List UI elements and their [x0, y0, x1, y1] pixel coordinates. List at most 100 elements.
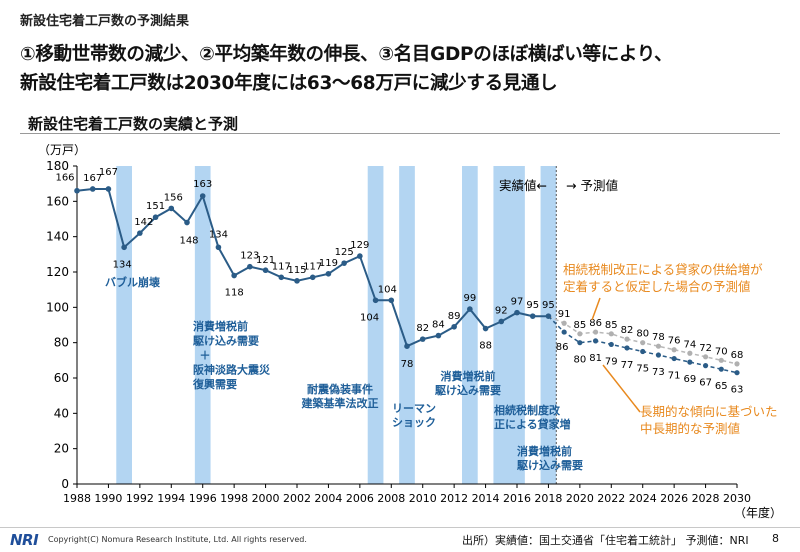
- event-label: 建築基準法改正: [302, 396, 379, 410]
- page-number: 8: [772, 532, 779, 545]
- event-label: 駆け込み需要: [517, 458, 583, 472]
- copyright-text: Copyright(C) Nomura Research Institute, …: [48, 535, 307, 544]
- upper-forecast-note: 相続税制改正による貸家の供給増が: [563, 262, 763, 277]
- highlight-band: [540, 166, 557, 484]
- data-label: 85: [573, 320, 586, 331]
- data-point: [231, 272, 237, 279]
- data-label: 69: [683, 374, 696, 385]
- data-label: 134: [209, 229, 228, 240]
- data-label: 86: [589, 318, 602, 329]
- data-label: 68: [731, 350, 744, 361]
- data-labels: 166 1671671341421511561481631341181231211…: [55, 167, 743, 396]
- x-tick-label: 2014: [472, 492, 500, 505]
- data-point: [89, 186, 96, 192]
- event-label: 相続税制度改: [494, 403, 561, 417]
- y-tick-label: 0: [61, 477, 69, 491]
- data-label: 84: [432, 320, 445, 331]
- data-point: [608, 331, 614, 337]
- event-label: リーマン: [392, 402, 436, 415]
- data-point: [608, 341, 614, 348]
- data-label: 91: [558, 309, 571, 320]
- data-point: [734, 361, 740, 367]
- data-point: [640, 340, 646, 346]
- data-label: 166: [55, 173, 74, 184]
- x-tick-label: 2010: [409, 492, 437, 505]
- data-point: [137, 230, 143, 236]
- x-tick-label: 1994: [157, 492, 185, 505]
- y-tick-label: 100: [46, 300, 69, 314]
- data-label: 167: [83, 173, 102, 184]
- data-point: [247, 263, 253, 270]
- data-point: [577, 340, 583, 346]
- data-point: [561, 329, 567, 335]
- data-point: [199, 193, 206, 199]
- data-point: [262, 267, 269, 274]
- event-label: 消費増税前: [441, 369, 496, 383]
- event-label: 駆け込み需要: [193, 334, 259, 348]
- x-tick-label: 1998: [220, 492, 248, 505]
- highlight-band: [399, 166, 415, 484]
- data-label: 97: [511, 297, 524, 308]
- data-label: 123: [240, 251, 259, 262]
- data-label: 121: [256, 255, 275, 266]
- data-label: 95: [526, 300, 539, 311]
- data-label: 117: [272, 261, 291, 272]
- data-point: [341, 260, 347, 266]
- data-point: [121, 244, 127, 251]
- data-label: 82: [621, 325, 634, 336]
- data-label: 78: [652, 332, 665, 343]
- data-point: [655, 352, 662, 358]
- data-point: [372, 297, 379, 304]
- data-point: [388, 297, 395, 304]
- x-tick-label: 1988: [63, 492, 91, 505]
- data-label: 99: [463, 293, 476, 304]
- data-label: 76: [668, 336, 681, 347]
- y-tick-label: 40: [54, 406, 69, 420]
- actual-values-label: 実績値←: [499, 178, 547, 193]
- data-label: 73: [652, 367, 665, 378]
- lower-note-pointer: [602, 364, 641, 413]
- data-label: 117: [303, 261, 322, 272]
- x-tick-label: 2000: [252, 492, 280, 505]
- data-point: [687, 350, 693, 356]
- axes: 0 20 40 60 80 100 120 140 160 180 1988 1990 1992 1994…: [38, 143, 782, 520]
- upper-note-pointer: [591, 297, 601, 321]
- data-point: [74, 187, 80, 194]
- data-label: 80: [636, 329, 649, 340]
- data-point: [592, 329, 599, 335]
- data-point: [687, 359, 693, 365]
- lower-forecast-note: 長期的な傾向に基づいた: [640, 404, 778, 419]
- data-label: 95: [542, 300, 555, 311]
- data-point: [357, 253, 363, 259]
- data-label: 115: [287, 265, 306, 276]
- data-label: 151: [146, 201, 165, 212]
- data-label: 78: [401, 359, 414, 370]
- x-tick-label: 2028: [692, 492, 720, 505]
- x-tick-label: 2018: [534, 492, 562, 505]
- y-tick-label: 140: [46, 230, 69, 244]
- series-points: [74, 186, 740, 376]
- x-tick-label: 1996: [189, 492, 217, 505]
- data-point: [498, 318, 505, 325]
- data-label: 148: [179, 236, 198, 247]
- data-point: [718, 357, 724, 363]
- nri-logo: NRI: [10, 531, 39, 549]
- data-label: 63: [731, 385, 744, 396]
- highlight-bands: [116, 166, 557, 484]
- data-point: [734, 370, 740, 376]
- page-label: 新設住宅着工戸数の予測結果: [20, 14, 190, 29]
- data-point: [592, 338, 599, 344]
- x-tick-label: 2030: [723, 492, 751, 505]
- data-label: 75: [636, 364, 649, 375]
- event-label: 耐震偽装事件: [307, 382, 373, 396]
- data-point: [624, 345, 630, 351]
- data-point: [624, 336, 630, 342]
- data-label: 88: [479, 341, 492, 352]
- y-tick-label: 160: [46, 194, 69, 208]
- data-label: 163: [193, 179, 212, 190]
- x-tick-label: 2004: [314, 492, 342, 505]
- x-tick-label: 2012: [440, 492, 468, 505]
- data-point: [718, 366, 724, 372]
- data-point: [671, 347, 677, 353]
